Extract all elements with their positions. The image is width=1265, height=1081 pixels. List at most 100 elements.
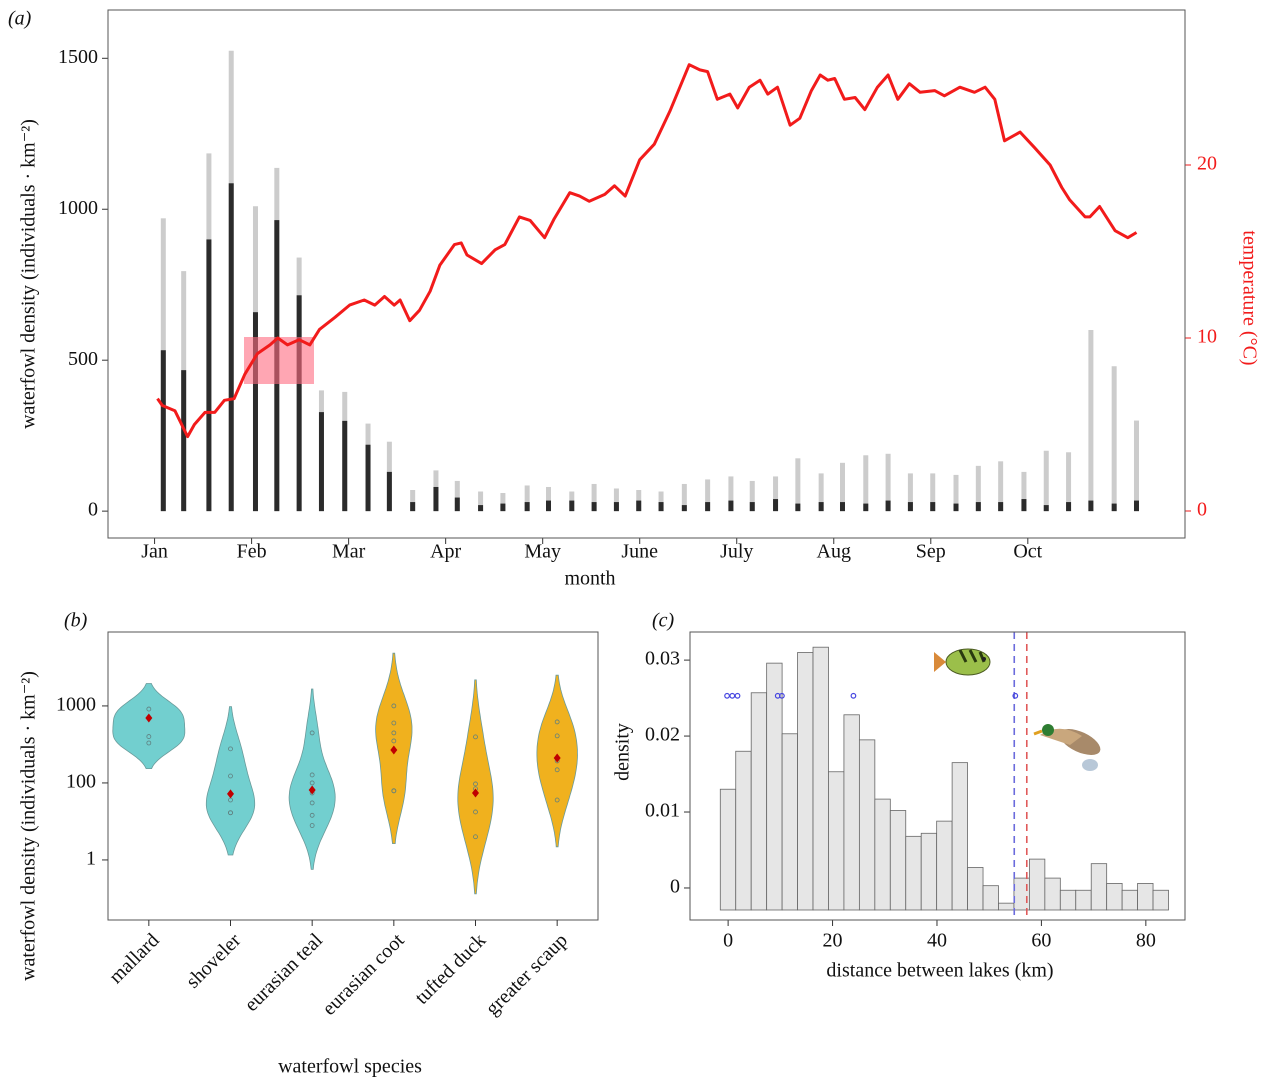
histogram-bar bbox=[798, 653, 813, 910]
y-tick-label: 1000 bbox=[56, 694, 96, 716]
data-point bbox=[735, 694, 740, 699]
x-tick-label: 80 bbox=[1136, 930, 1156, 952]
histogram-bar bbox=[906, 836, 921, 910]
x-axis-label: month bbox=[564, 568, 615, 590]
y-tick-label: 1500 bbox=[58, 46, 98, 68]
panel-a-frame bbox=[108, 10, 1185, 538]
bar bbox=[954, 504, 959, 512]
bar bbox=[181, 370, 186, 511]
bar bbox=[1044, 451, 1049, 511]
bar bbox=[773, 499, 778, 511]
histogram-bar bbox=[1060, 890, 1075, 910]
histogram-bar bbox=[859, 740, 874, 910]
panel-label: (c) bbox=[652, 610, 675, 632]
y-axis-label: density bbox=[612, 723, 634, 781]
histogram-bar bbox=[968, 867, 983, 910]
y-tick-label: 100 bbox=[66, 771, 96, 793]
bar bbox=[297, 295, 302, 511]
histogram-bar bbox=[736, 751, 751, 910]
y2-tick-label: 0 bbox=[1197, 499, 1207, 521]
bar bbox=[366, 445, 371, 511]
x-axis-label: distance between lakes (km) bbox=[826, 960, 1053, 982]
bar bbox=[229, 183, 234, 511]
histogram-bar bbox=[921, 833, 936, 910]
x-tick-label: Oct bbox=[1013, 541, 1042, 563]
bar bbox=[795, 504, 800, 512]
bar bbox=[614, 502, 619, 511]
figure: 05001000150001020JanFebMarAprMayJuneJuly… bbox=[0, 0, 1265, 1081]
bar bbox=[908, 502, 913, 511]
bar bbox=[636, 501, 641, 512]
bar bbox=[1112, 366, 1117, 511]
bar bbox=[1044, 505, 1049, 511]
bar bbox=[342, 421, 347, 511]
histogram-bar bbox=[937, 821, 952, 910]
bar bbox=[840, 502, 845, 511]
bar bbox=[410, 502, 415, 511]
histogram-bar bbox=[782, 734, 797, 910]
bar bbox=[682, 505, 687, 511]
y-tick-label: 500 bbox=[68, 348, 98, 370]
violin bbox=[113, 684, 185, 769]
x-tick-label: tufted duck bbox=[411, 929, 491, 1009]
y-axis-label: waterfowl density (individuals · km⁻²) bbox=[18, 671, 40, 981]
x-tick-label: Jan bbox=[141, 541, 168, 563]
bar bbox=[659, 502, 664, 511]
x-tick-label: May bbox=[524, 541, 561, 563]
panel-b-frame bbox=[108, 632, 598, 920]
violin bbox=[289, 689, 335, 869]
violin bbox=[206, 707, 254, 855]
x-tick-label: Feb bbox=[237, 541, 267, 563]
y-tick-label: 0.01 bbox=[645, 800, 680, 822]
bar bbox=[161, 350, 166, 511]
histogram-bar bbox=[767, 663, 782, 910]
bar bbox=[500, 504, 505, 512]
panel-label: (a) bbox=[8, 8, 32, 30]
bar bbox=[525, 502, 530, 511]
x-tick-label: eurasian coot bbox=[318, 929, 409, 1020]
bar bbox=[998, 502, 1003, 511]
bar bbox=[478, 505, 483, 511]
histogram-bar bbox=[813, 647, 828, 910]
panel-c: 00.010.020.03020406080 bbox=[645, 632, 1169, 952]
histogram-bar bbox=[952, 763, 967, 910]
x-tick-label: 20 bbox=[823, 930, 843, 952]
bar bbox=[930, 502, 935, 511]
histogram-bar bbox=[875, 799, 890, 910]
histogram-bar bbox=[1138, 883, 1153, 910]
bar bbox=[819, 502, 824, 511]
x-tick-label: mallard bbox=[105, 929, 164, 988]
histogram-bar bbox=[1076, 890, 1091, 910]
x-tick-label: July bbox=[720, 541, 753, 563]
bar bbox=[976, 502, 981, 511]
data-point bbox=[730, 694, 735, 699]
y-tick-label: 0.02 bbox=[645, 724, 680, 746]
y-axis-label: waterfowl density (individuals · km⁻²) bbox=[18, 119, 40, 429]
y2-tick-label: 10 bbox=[1197, 326, 1217, 348]
histogram-bar bbox=[890, 810, 905, 910]
x-tick-label: Sep bbox=[916, 541, 946, 563]
bar bbox=[705, 502, 710, 511]
x-tick-label: Apr bbox=[430, 541, 461, 563]
histogram-bar bbox=[1153, 890, 1168, 910]
x-tick-label: Mar bbox=[332, 541, 366, 563]
duck-icon bbox=[1034, 724, 1104, 771]
y2-tick-label: 20 bbox=[1197, 153, 1217, 175]
bar bbox=[319, 412, 324, 511]
y-tick-label: 0 bbox=[670, 876, 680, 898]
bar bbox=[795, 458, 800, 511]
y-tick-label: 1000 bbox=[58, 197, 98, 219]
histogram-bar bbox=[844, 715, 859, 910]
x-tick-label: 60 bbox=[1031, 930, 1051, 952]
histogram-bar bbox=[983, 886, 998, 910]
histogram-bar bbox=[1045, 878, 1060, 910]
bar bbox=[546, 501, 551, 512]
histogram-bar bbox=[1091, 864, 1106, 910]
x-tick-label: 0 bbox=[723, 930, 733, 952]
bar bbox=[886, 501, 891, 512]
panel-a-bars bbox=[161, 51, 1139, 511]
panel-label: (b) bbox=[64, 610, 88, 632]
bar bbox=[1134, 421, 1139, 512]
x-tick-label: eurasian teal bbox=[240, 929, 327, 1016]
x-axis-label: waterfowl species bbox=[278, 1056, 422, 1078]
